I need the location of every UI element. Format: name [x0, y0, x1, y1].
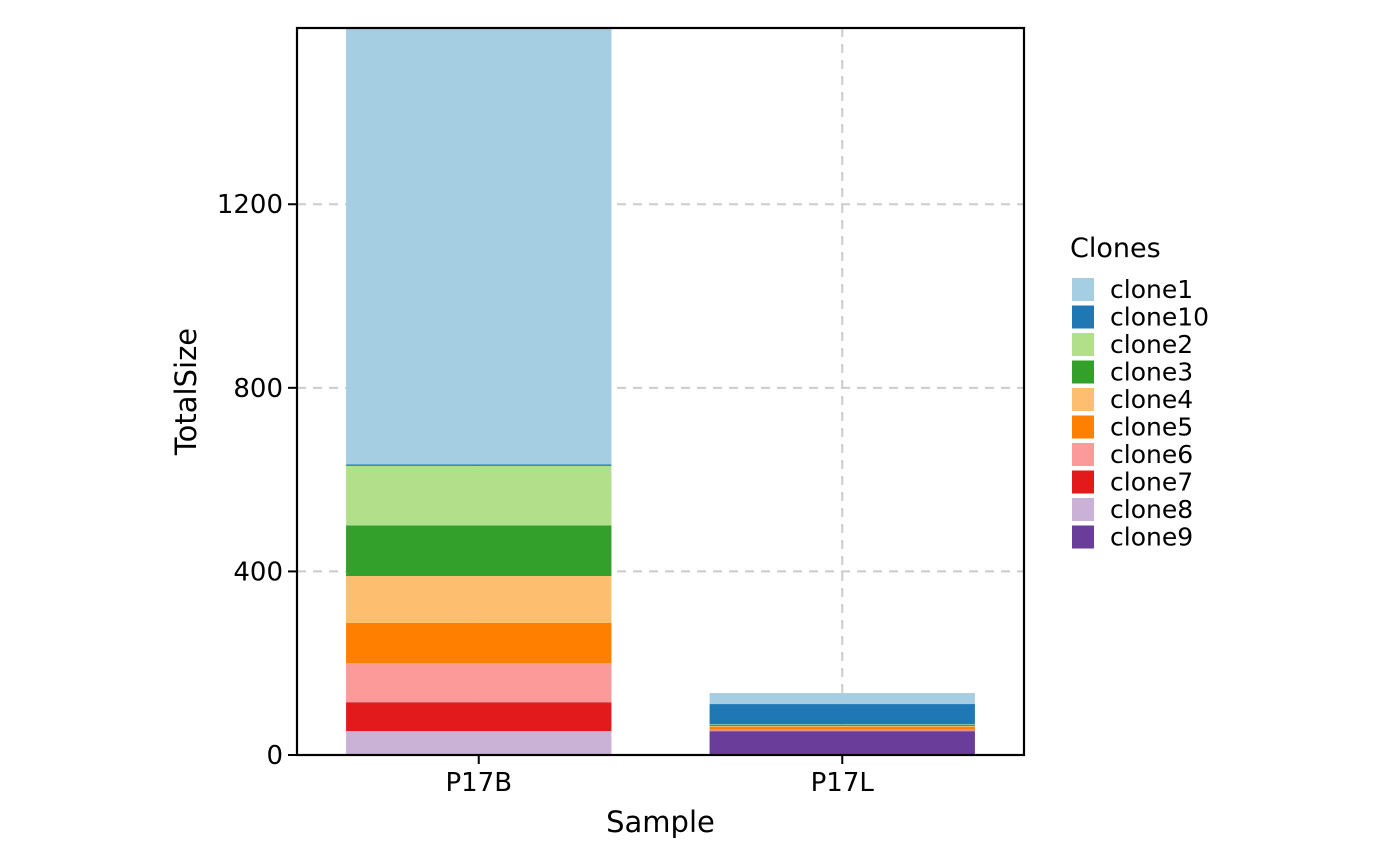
legend-label-clone10: clone10 [1110, 303, 1209, 332]
legend-swatch-clone7 [1072, 470, 1094, 494]
bar-segment-clone5-P17B [346, 622, 612, 664]
legend-label-clone9: clone9 [1110, 523, 1193, 552]
legend-label-clone5: clone5 [1110, 413, 1193, 442]
legend-label-clone4: clone4 [1110, 385, 1193, 414]
y-tick-label: 800 [233, 374, 283, 404]
bar-segment-clone3-P17B [346, 525, 612, 577]
y-tick-label: 0 [266, 741, 283, 771]
legend-label-clone1: clone1 [1110, 275, 1193, 304]
legend-label-clone7: clone7 [1110, 468, 1193, 497]
legend-swatch-clone1 [1072, 278, 1094, 301]
x-tick-label-P17B: P17B [445, 768, 512, 798]
legend-label-clone3: clone3 [1110, 358, 1193, 387]
x-axis-title: Sample [606, 805, 715, 839]
legend-swatch-clone3 [1072, 360, 1094, 384]
bar-segment-clone3-P17L [709, 724, 975, 727]
bars [346, 28, 975, 755]
bar-segment-clone2-P17B [346, 465, 612, 526]
bar-segment-clone10-P17L [709, 704, 975, 725]
bar-segment-clone5-P17L [709, 727, 975, 730]
y-tick-label: 400 [233, 557, 283, 587]
legend-swatch-clone8 [1072, 498, 1094, 521]
legend-title: Clones [1070, 233, 1161, 264]
bar-segment-clone4-P17B [346, 576, 612, 623]
bar-segment-clone9-P17L [709, 731, 975, 755]
bar-segment-clone1-P17B [346, 28, 612, 465]
legend: Clones clone1clone10clone2clone3clone4cl… [1070, 233, 1209, 552]
legend-swatch-clone6 [1072, 443, 1094, 466]
legend-swatch-clone9 [1072, 525, 1094, 549]
bar-segment-clone4-P17L [709, 726, 975, 728]
plot-panel-border [295, 26, 1026, 757]
y-tick-label: 1200 [217, 190, 283, 220]
legend-label-clone8: clone8 [1110, 495, 1193, 524]
axes: 0 400 800 1200 P17B P17L [217, 190, 875, 798]
legend-swatch-clone2 [1072, 333, 1094, 356]
x-tick-label-P17L: P17L [811, 768, 875, 798]
bar-segment-clone6-P17B [346, 663, 612, 703]
y-axis-title: TotalSize [169, 328, 203, 456]
bar-segment-clone8-P17B [346, 731, 612, 755]
bar-segment-clone1-P17L [709, 693, 975, 705]
legend-swatch-clone4 [1072, 388, 1094, 411]
legend-label-clone2: clone2 [1110, 330, 1193, 359]
bar-segment-clone10-P17B [346, 464, 612, 466]
bar-segment-clone7-P17B [346, 702, 612, 732]
legend-swatch-clone5 [1072, 415, 1094, 439]
legend-swatch-clone10 [1072, 305, 1094, 329]
legend-label-clone6: clone6 [1110, 440, 1193, 469]
